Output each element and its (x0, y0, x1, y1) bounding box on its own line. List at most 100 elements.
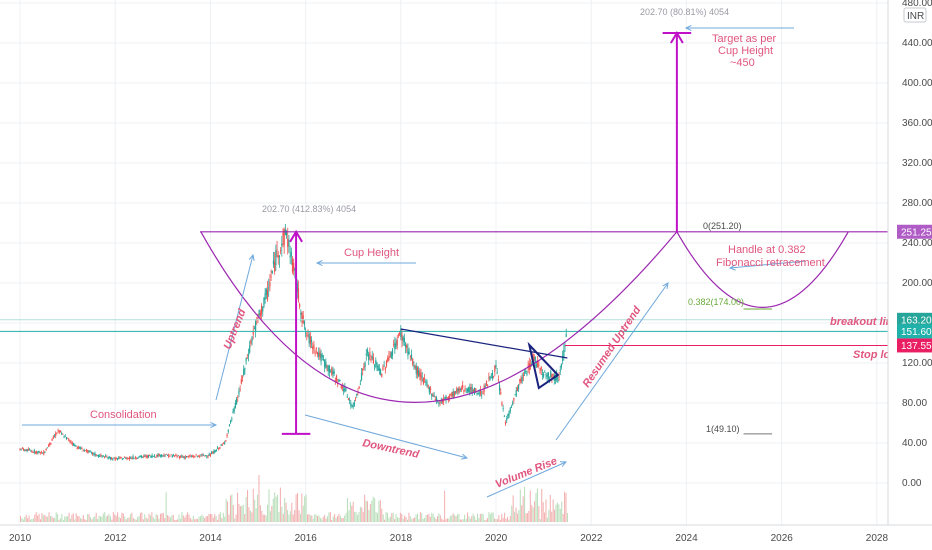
candle-body (460, 388, 463, 390)
volume-bar (225, 498, 227, 522)
annotation-4: Volume Rise (494, 455, 559, 491)
candle-body (559, 369, 561, 372)
volume-bar (539, 518, 541, 522)
volume-bar (194, 519, 196, 522)
volume-bar (82, 515, 84, 522)
volume-bar (37, 515, 39, 522)
candle-body (285, 231, 288, 236)
candle-body (78, 447, 81, 449)
volume-bar (182, 515, 184, 522)
candle-body (321, 355, 323, 358)
volume-bar (115, 515, 117, 522)
volume-bar (104, 512, 106, 522)
y-tick-label: 0.00 (902, 478, 922, 489)
candle-body (318, 352, 320, 357)
candle-body (316, 351, 319, 355)
candle-body (88, 450, 90, 452)
volume-bar (299, 513, 301, 522)
volume-bar (188, 514, 190, 522)
volume-bar (544, 512, 546, 522)
candle-body (86, 449, 88, 452)
annotation-9: Fibonacci retracement (716, 257, 825, 269)
volume-bar (514, 511, 516, 522)
candle-body (558, 376, 560, 378)
candle-body (383, 366, 385, 367)
candle-body (118, 457, 120, 459)
candle-body (556, 374, 558, 380)
volume-bar (57, 514, 59, 522)
volume-bar (459, 519, 461, 522)
candle-body (208, 453, 210, 456)
volume-bar (64, 516, 66, 522)
candle-body (377, 365, 379, 371)
candle-body (452, 391, 454, 397)
candle-body (521, 376, 523, 382)
volume-bar (128, 517, 130, 522)
candle-body (228, 424, 231, 426)
candle-body (20, 449, 22, 451)
candle-body (488, 377, 490, 379)
volume-bar (257, 494, 259, 522)
candle-body (503, 415, 505, 417)
y-tick-label: 480.00 (902, 0, 932, 9)
volume-bar (341, 518, 343, 522)
volume-bar (51, 516, 53, 522)
candle-body (456, 388, 458, 393)
candle-body (434, 399, 436, 401)
volume-bar (58, 519, 60, 522)
handle-curve (676, 231, 849, 308)
candle-body (21, 447, 23, 449)
volume-bar (135, 519, 137, 522)
volume-bar (337, 516, 339, 522)
candle-body (444, 397, 446, 399)
annotation-8: Handle at 0.382 (728, 244, 806, 256)
candle-body (203, 455, 206, 457)
volume-bar (252, 488, 254, 522)
candle-body (425, 381, 427, 383)
volume-bar (401, 514, 403, 522)
candle-body (454, 391, 457, 393)
candle-body (334, 379, 336, 381)
candle-body (232, 411, 234, 413)
candle-body (270, 276, 272, 278)
volume-bar (339, 515, 341, 522)
candle-body (435, 397, 438, 401)
volume-bar (388, 517, 390, 522)
candle-body (259, 312, 261, 316)
volume-bar (231, 494, 233, 522)
candle-body (410, 354, 413, 359)
volume-bar (488, 512, 490, 522)
candle-body (400, 328, 402, 337)
candle-body (310, 339, 313, 343)
volume-bar (414, 517, 416, 522)
x-tick-label: 2024 (675, 533, 698, 544)
volume-bar (558, 504, 560, 522)
candle-body (494, 365, 496, 372)
volume-bar (32, 518, 34, 522)
volume-bar (508, 519, 510, 522)
candle-body (108, 456, 110, 459)
candle-body (306, 334, 308, 336)
volume-bar (289, 511, 291, 522)
volume-bar (262, 514, 264, 522)
volume-bar (426, 514, 428, 522)
volume-bar (396, 517, 398, 522)
volume-bar (238, 504, 240, 522)
candle-body (540, 366, 542, 371)
candle-body (421, 376, 423, 378)
candle-body (477, 393, 479, 395)
volume-bar (24, 516, 26, 522)
candle-body (178, 456, 181, 458)
volume-bar (436, 516, 438, 522)
candle-body (247, 354, 250, 357)
candle-body (166, 455, 169, 456)
uptrend-arrow (215, 254, 254, 401)
volume-bar (455, 516, 457, 522)
candle-body (514, 394, 516, 396)
volume-bar (479, 513, 481, 522)
candle-body (150, 455, 152, 458)
candle-body (293, 262, 295, 271)
candle-body (246, 357, 248, 359)
volume-bar (439, 515, 441, 522)
volume-bar (179, 518, 181, 522)
